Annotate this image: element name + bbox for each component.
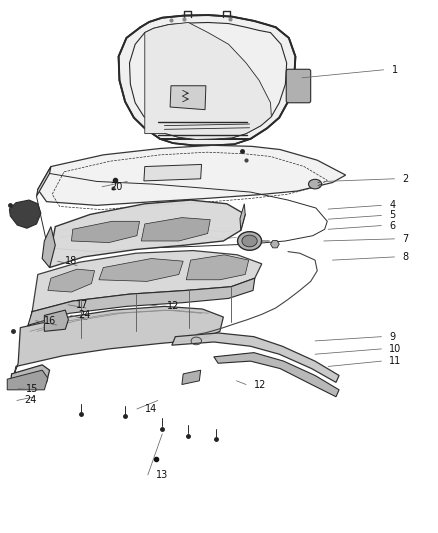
Text: 7: 7 — [403, 234, 409, 244]
Polygon shape — [14, 306, 223, 373]
Text: 10: 10 — [389, 344, 402, 354]
Text: 9: 9 — [389, 332, 396, 342]
Polygon shape — [145, 22, 272, 140]
Text: 18: 18 — [65, 256, 78, 266]
Polygon shape — [48, 269, 95, 292]
FancyBboxPatch shape — [286, 69, 311, 103]
Polygon shape — [144, 165, 201, 181]
Text: 5: 5 — [389, 211, 396, 221]
Text: 16: 16 — [43, 316, 56, 326]
Text: 4: 4 — [389, 200, 396, 211]
Polygon shape — [42, 227, 55, 268]
Polygon shape — [10, 200, 41, 228]
Polygon shape — [214, 353, 339, 397]
Polygon shape — [240, 204, 245, 230]
Polygon shape — [38, 146, 346, 205]
Ellipse shape — [242, 235, 257, 247]
Polygon shape — [49, 200, 245, 268]
Polygon shape — [141, 217, 210, 241]
Text: 6: 6 — [389, 221, 396, 231]
Ellipse shape — [237, 232, 261, 251]
Polygon shape — [186, 255, 249, 280]
Text: 14: 14 — [145, 404, 157, 414]
Text: 24: 24 — [25, 395, 37, 406]
Polygon shape — [182, 370, 201, 384]
Polygon shape — [71, 221, 140, 243]
Text: 20: 20 — [110, 182, 122, 192]
Text: 1: 1 — [392, 65, 398, 75]
Polygon shape — [11, 365, 49, 387]
Polygon shape — [271, 240, 279, 248]
Polygon shape — [29, 251, 262, 326]
Polygon shape — [36, 166, 51, 196]
Text: 12: 12 — [254, 379, 266, 390]
Text: 15: 15 — [26, 384, 39, 394]
Text: 2: 2 — [403, 174, 409, 184]
Polygon shape — [170, 86, 206, 110]
Polygon shape — [7, 370, 48, 390]
Text: 8: 8 — [403, 252, 409, 262]
Polygon shape — [119, 15, 295, 146]
Text: 17: 17 — [76, 300, 88, 310]
Polygon shape — [28, 278, 255, 326]
Polygon shape — [99, 259, 183, 281]
Text: 24: 24 — [78, 310, 91, 320]
Polygon shape — [44, 310, 68, 332]
Text: 13: 13 — [155, 470, 168, 480]
Text: 12: 12 — [166, 301, 179, 311]
Polygon shape — [172, 333, 339, 382]
Ellipse shape — [308, 179, 321, 189]
Text: 11: 11 — [389, 356, 402, 366]
